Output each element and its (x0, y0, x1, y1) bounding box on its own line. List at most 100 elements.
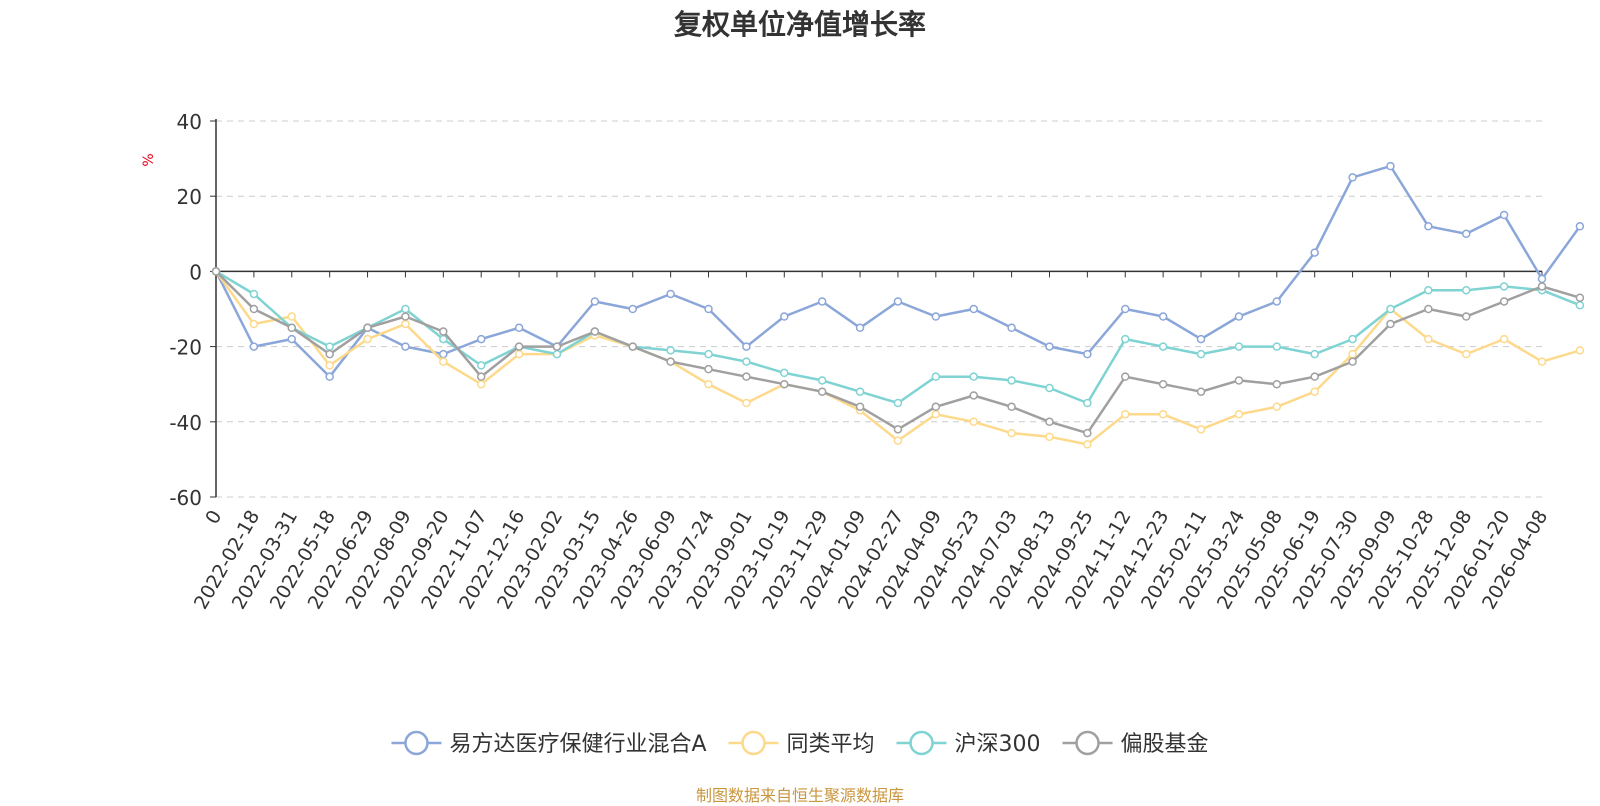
data-point[interactable] (817, 387, 827, 396)
data-point[interactable] (1045, 417, 1054, 427)
data-point[interactable] (325, 349, 334, 359)
data-point[interactable] (287, 334, 297, 344)
data-point[interactable] (1575, 222, 1585, 231)
data-point[interactable] (249, 342, 259, 351)
data-point[interactable] (742, 398, 751, 408)
data-point[interactable] (1575, 346, 1585, 355)
data-point[interactable] (1461, 312, 1471, 321)
data-point[interactable] (1121, 304, 1130, 314)
legend-item[interactable]: 沪深300 (896, 730, 1041, 757)
data-point[interactable] (439, 349, 448, 359)
data-point[interactable] (249, 289, 259, 299)
legend-item[interactable]: 同类平均 (728, 730, 875, 757)
data-point[interactable] (476, 372, 486, 381)
data-point[interactable] (1424, 334, 1433, 344)
data-point[interactable] (1499, 297, 1509, 306)
data-point[interactable] (1083, 398, 1092, 408)
data-point[interactable] (1158, 312, 1168, 321)
data-point[interactable] (1272, 379, 1282, 389)
data-point[interactable] (1348, 357, 1357, 366)
data-point[interactable] (666, 357, 675, 366)
data-point[interactable] (401, 319, 410, 329)
data-point[interactable] (439, 357, 448, 366)
data-point[interactable] (1310, 349, 1319, 359)
data-point[interactable] (1537, 357, 1547, 366)
data-point[interactable] (1272, 297, 1282, 306)
data-point[interactable] (742, 357, 751, 366)
data-point[interactable] (704, 364, 713, 374)
data-point[interactable] (1045, 383, 1054, 393)
legend-item[interactable]: 易方达医疗保健行业混合A (391, 730, 707, 757)
data-point[interactable] (1007, 323, 1016, 333)
data-point[interactable] (287, 323, 297, 333)
data-point[interactable] (1424, 222, 1433, 231)
data-point[interactable] (817, 376, 827, 385)
data-point[interactable] (855, 323, 865, 333)
data-point[interactable] (325, 342, 334, 351)
data-point[interactable] (1348, 334, 1357, 344)
data-point[interactable] (931, 312, 941, 321)
data-point[interactable] (401, 342, 410, 351)
data-point[interactable] (1310, 372, 1319, 381)
data-point[interactable] (628, 342, 637, 351)
data-point[interactable] (1461, 229, 1471, 239)
data-point[interactable] (363, 323, 372, 333)
data-point[interactable] (1007, 402, 1016, 412)
data-point[interactable] (1272, 402, 1282, 412)
data-point[interactable] (439, 334, 448, 344)
data-point[interactable] (893, 398, 903, 408)
data-point[interactable] (249, 304, 259, 314)
data-point[interactable] (1234, 342, 1244, 351)
data-point[interactable] (590, 327, 600, 336)
data-point[interactable] (211, 267, 221, 276)
data-point[interactable] (1196, 387, 1206, 396)
data-point[interactable] (893, 297, 903, 306)
data-point[interactable] (1234, 410, 1244, 419)
data-point[interactable] (1196, 334, 1206, 344)
data-point[interactable] (1537, 282, 1547, 291)
data-point[interactable] (893, 436, 903, 445)
data-point[interactable] (401, 304, 410, 314)
data-point[interactable] (969, 372, 978, 381)
data-point[interactable] (1537, 274, 1547, 284)
data-point[interactable] (704, 379, 713, 389)
data-point[interactable] (1575, 300, 1585, 310)
data-point[interactable] (1234, 376, 1244, 385)
data-point[interactable] (1234, 312, 1244, 321)
data-point[interactable] (1461, 285, 1471, 295)
data-point[interactable] (1158, 342, 1168, 351)
data-point[interactable] (552, 342, 562, 351)
data-point[interactable] (1386, 304, 1395, 314)
data-point[interactable] (969, 304, 978, 314)
data-point[interactable] (780, 368, 789, 378)
data-point[interactable] (363, 334, 372, 344)
data-point[interactable] (1158, 379, 1168, 389)
data-point[interactable] (1196, 349, 1206, 359)
data-point[interactable] (1348, 349, 1357, 359)
data-point[interactable] (514, 323, 524, 333)
data-point[interactable] (1348, 173, 1357, 182)
data-point[interactable] (1007, 376, 1016, 385)
data-point[interactable] (1007, 428, 1016, 438)
data-point[interactable] (704, 349, 713, 359)
data-point[interactable] (401, 312, 410, 321)
data-point[interactable] (742, 372, 751, 381)
data-point[interactable] (476, 334, 486, 344)
data-point[interactable] (931, 410, 941, 419)
data-point[interactable] (969, 417, 978, 427)
data-point[interactable] (1386, 319, 1395, 329)
data-point[interactable] (1386, 161, 1395, 171)
data-point[interactable] (1083, 428, 1092, 438)
data-point[interactable] (666, 346, 675, 355)
data-point[interactable] (249, 319, 259, 329)
data-point[interactable] (1121, 334, 1130, 344)
data-point[interactable] (1083, 349, 1092, 359)
data-point[interactable] (1083, 440, 1092, 449)
data-point[interactable] (704, 304, 713, 314)
data-point[interactable] (552, 349, 562, 359)
data-point[interactable] (931, 372, 941, 381)
data-point[interactable] (1158, 410, 1168, 419)
data-point[interactable] (1310, 387, 1319, 396)
data-point[interactable] (1045, 432, 1054, 442)
data-point[interactable] (1499, 334, 1509, 344)
